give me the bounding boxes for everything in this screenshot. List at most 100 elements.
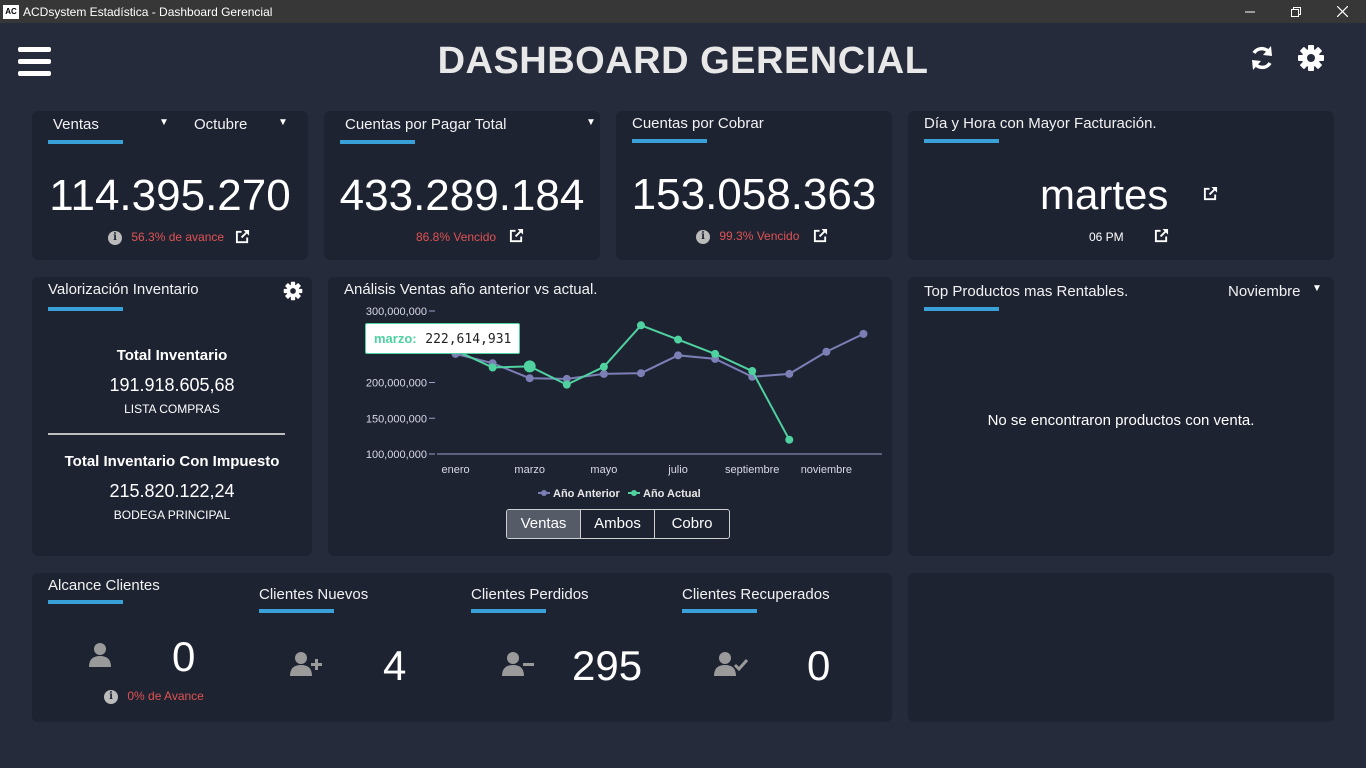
info-icon[interactable]: i: [108, 230, 122, 245]
cobro-mode-button[interactable]: Cobro: [671, 515, 713, 532]
external-link-icon[interactable]: [235, 229, 250, 244]
inventario-card: Valorización Inventario Total Inventario…: [32, 277, 312, 556]
data-point: [785, 369, 794, 378]
ventas-mode-button[interactable]: Ventas: [507, 510, 581, 538]
clientes-perdidos-value: 295: [572, 642, 643, 689]
user-check-icon: [714, 652, 748, 676]
total-inventario-sub: LISTA COMPRAS: [124, 402, 220, 416]
x-tick-label: enero: [441, 464, 469, 476]
legend-label: Año Actual: [643, 488, 701, 500]
title-underline: [340, 140, 415, 144]
page-title: DASHBOARD GERENCIAL: [437, 40, 929, 82]
data-point: [488, 363, 497, 372]
data-point: [785, 435, 794, 444]
data-point: [674, 335, 683, 344]
y-tick-label: 150,000,000: [366, 413, 427, 425]
clientes-recuperados-title: Clientes Recuperados: [682, 586, 830, 603]
settings-gear-icon[interactable]: [1297, 44, 1325, 72]
external-link-icon[interactable]: [813, 228, 828, 243]
ventas-note-row: i 56.3% de avance: [108, 230, 224, 245]
inventario-settings-icon[interactable]: [283, 281, 303, 301]
inventario-title: Valorización Inventario: [48, 281, 199, 298]
inventario-impuesto-label: Total Inventario Con Impuesto: [64, 453, 280, 470]
series-line-1: [455, 324, 791, 441]
title-underline: [48, 600, 123, 604]
month-selector[interactable]: Octubre: [194, 116, 248, 133]
x-tick-label: julio: [667, 464, 688, 476]
app-icon: AC: [3, 4, 19, 19]
ventas-caret-icon[interactable]: ▼: [159, 117, 169, 128]
minimize-button[interactable]: [1227, 0, 1273, 23]
cuentas-pagar-selector[interactable]: Cuentas por Pagar Total: [345, 116, 507, 133]
cuentas-pagar-card: Cuentas por Pagar Total ▼ 433.289.184 86…: [324, 111, 600, 260]
inventario-impuesto-sub: BODEGA PRINCIPAL: [113, 508, 231, 522]
data-point: [859, 329, 868, 338]
tooltip-value: 222,614,931: [425, 332, 512, 347]
title-underline: [924, 139, 999, 143]
title-underline: [471, 609, 546, 613]
empty-card: [908, 573, 1334, 722]
divider: [48, 433, 285, 435]
clientes-nuevos-value: 4: [383, 642, 407, 689]
clientes-card: Alcance Clientes 0 i 0% de Avance Client…: [32, 573, 892, 722]
data-point: [562, 380, 571, 389]
external-link-icon[interactable]: [1154, 228, 1169, 243]
user-icon: [89, 643, 111, 667]
top-productos-title: Top Productos mas Rentables.: [924, 283, 1129, 300]
total-inventario-value: 191.918.605,68: [109, 375, 235, 395]
info-icon[interactable]: i: [696, 229, 710, 244]
x-tick-label: marzo: [514, 464, 545, 476]
chart-tooltip: marzo: 222,614,931: [365, 323, 521, 354]
data-point: [748, 367, 757, 376]
data-point: [636, 321, 645, 330]
window-titlebar: AC ACDsystem Estadística - Dashboard Ger…: [0, 0, 1366, 23]
data-point: [523, 360, 536, 373]
ventas-selector[interactable]: Ventas: [53, 116, 99, 133]
external-link-icon[interactable]: [509, 228, 524, 243]
cuentas-pagar-note: 86.8% Vencido: [416, 230, 497, 244]
alcance-value: 0: [172, 633, 196, 680]
data-point: [822, 347, 831, 356]
x-tick-label: septiembre: [725, 464, 779, 476]
clientes-perdidos-title: Clientes Perdidos: [471, 586, 589, 603]
cuentas-pagar-caret-icon[interactable]: ▼: [586, 117, 596, 128]
data-point: [636, 369, 645, 378]
y-tick-label: 200,000,000: [366, 378, 427, 390]
title-underline: [48, 140, 123, 144]
close-button[interactable]: [1319, 0, 1365, 23]
chart-mode-toggle: Ventas Ambos Cobro: [506, 509, 730, 539]
alcance-title: Alcance Clientes: [48, 577, 160, 594]
window-title: ACDsystem Estadística - Dashboard Gerenc…: [23, 4, 273, 19]
ambos-mode-button[interactable]: Ambos: [581, 510, 655, 538]
top-month-selector[interactable]: Noviembre: [1228, 283, 1301, 300]
title-underline: [924, 307, 999, 311]
data-point: [674, 351, 683, 360]
user-plus-icon: [290, 652, 322, 676]
data-point: [711, 349, 720, 358]
title-underline: [682, 609, 757, 613]
top-month-caret-icon[interactable]: ▼: [1312, 283, 1322, 294]
info-icon[interactable]: i: [104, 689, 118, 704]
restore-button[interactable]: [1273, 0, 1319, 23]
ventas-card: Ventas ▼ Octubre ▼ 114.395.270 i 56.3% d…: [32, 111, 308, 260]
month-caret-icon[interactable]: ▼: [278, 117, 288, 128]
hamburger-menu-icon[interactable]: [18, 47, 51, 77]
clientes-nuevos-title: Clientes Nuevos: [259, 586, 369, 603]
title-underline: [259, 609, 334, 613]
alcance-note: 0% de Avance: [127, 689, 204, 703]
restore-icon: [1291, 6, 1301, 17]
total-inventario-label: Total Inventario: [116, 347, 228, 364]
top-productos-empty: No se encontraron productos con venta.: [987, 412, 1255, 429]
external-link-icon[interactable]: [1203, 186, 1218, 201]
data-point: [562, 374, 571, 383]
cuentas-cobrar-note: 99.3% Vencido: [719, 229, 800, 243]
hora-value: 06 PM: [1089, 230, 1124, 244]
data-point: [525, 374, 534, 383]
y-tick-label: 100,000,000: [366, 449, 427, 461]
series-line-0: [455, 332, 864, 380]
dia-value: martes: [1040, 171, 1169, 218]
alcance-note-row: i 0% de Avance: [104, 689, 204, 704]
legend-label: Año Anterior: [553, 488, 621, 500]
dia-hora-title: Día y Hora con Mayor Facturación.: [924, 115, 1157, 132]
refresh-icon[interactable]: [1248, 44, 1276, 72]
